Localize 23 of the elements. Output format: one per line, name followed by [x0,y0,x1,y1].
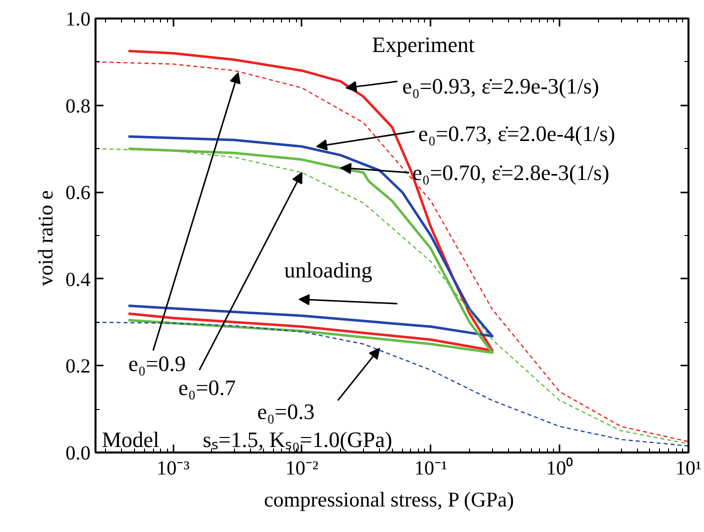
annotation: e₀=0.70, ε̇=2.8e-3(1/s) [412,160,610,186]
annotation: Model [102,426,160,452]
annotation: sₛ=1.5, Kₛ₀=1.0(GPa) [202,426,392,452]
annotation: e₀=0.93, ε̇=2.9e-3(1/s) [402,73,600,98]
y-tick-label: 0.0 [66,442,90,464]
annotation: Experiment [372,32,475,58]
x-axis-title: compressional stress, P (GPa) [264,488,514,512]
y-tick-label: 0.2 [66,356,90,378]
annotation: unloading [284,258,372,283]
x-tick-label: 10⁻¹ [414,458,448,480]
x-tick-label: 10⁻² [285,458,318,480]
y-axis-title: void ratio e [34,190,58,286]
annotation: e₀=0.9 [128,351,186,376]
y-tick-label: 0.6 [66,182,90,204]
y-tick-label: 0.4 [66,268,90,291]
annotation: e₀=0.7 [178,374,236,400]
x-tick-label: 10⁻³ [156,458,190,480]
annotation: e₀=0.3 [257,398,315,424]
x-tick-label: 10¹ [676,458,702,480]
x-tick-label: 10⁰ [546,456,574,480]
y-tick-label: 1.0 [66,8,90,30]
y-tick-label: 0.8 [66,95,90,118]
annotation: e₀=0.73, ε̇=2.0e-4(1/s) [418,121,616,146]
